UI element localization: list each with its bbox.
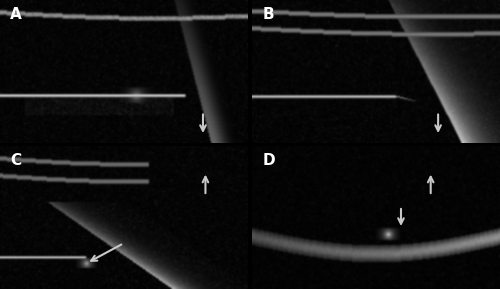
Text: B: B [262, 7, 274, 22]
Text: A: A [10, 7, 22, 22]
Text: C: C [10, 153, 21, 168]
Text: D: D [262, 153, 275, 168]
